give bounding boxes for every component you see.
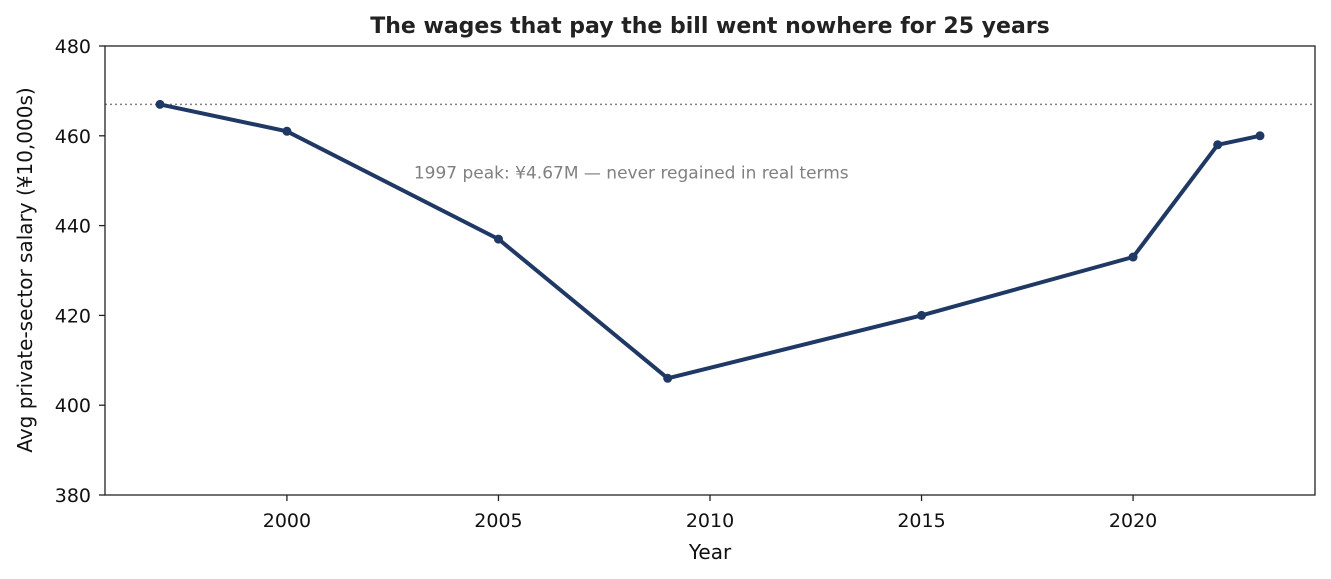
y-tick-label: 480: [55, 36, 91, 58]
data-point: [282, 126, 292, 136]
x-axis-ticks: 2000 2005 2010 2015 2020: [263, 495, 1157, 532]
plot-frame: [104, 45, 1316, 496]
data-point: [1213, 140, 1223, 150]
x-axis-label: Year: [688, 540, 732, 564]
series-line: [158, 102, 1262, 381]
data-point: [493, 234, 503, 244]
y-axis-label: Avg private-sector salary (¥10,000s): [13, 87, 37, 452]
data-point: [1255, 131, 1265, 141]
y-tick-label: 380: [55, 485, 91, 507]
x-tick-label: 2010: [686, 510, 734, 532]
y-tick-label: 420: [55, 305, 91, 327]
y-tick-label: 440: [55, 216, 91, 238]
chart-title: The wages that pay the bill went nowhere…: [370, 14, 1049, 39]
data-point: [917, 310, 927, 320]
data-point: [1128, 252, 1138, 262]
x-tick-label: 2015: [897, 510, 945, 532]
y-axis-ticks: 380 400 420 440 460 480: [55, 36, 105, 507]
data-point: [663, 373, 673, 383]
series-layer: [155, 99, 1265, 383]
x-tick-label: 2000: [263, 510, 311, 532]
y-tick-label: 460: [55, 126, 91, 148]
x-tick-label: 2020: [1109, 510, 1157, 532]
data-point: [155, 99, 165, 109]
peak-annotation: 1997 peak: ¥4.67M — never regained in re…: [414, 163, 849, 183]
y-tick-label: 400: [55, 395, 91, 417]
x-tick-label: 2005: [474, 510, 522, 532]
